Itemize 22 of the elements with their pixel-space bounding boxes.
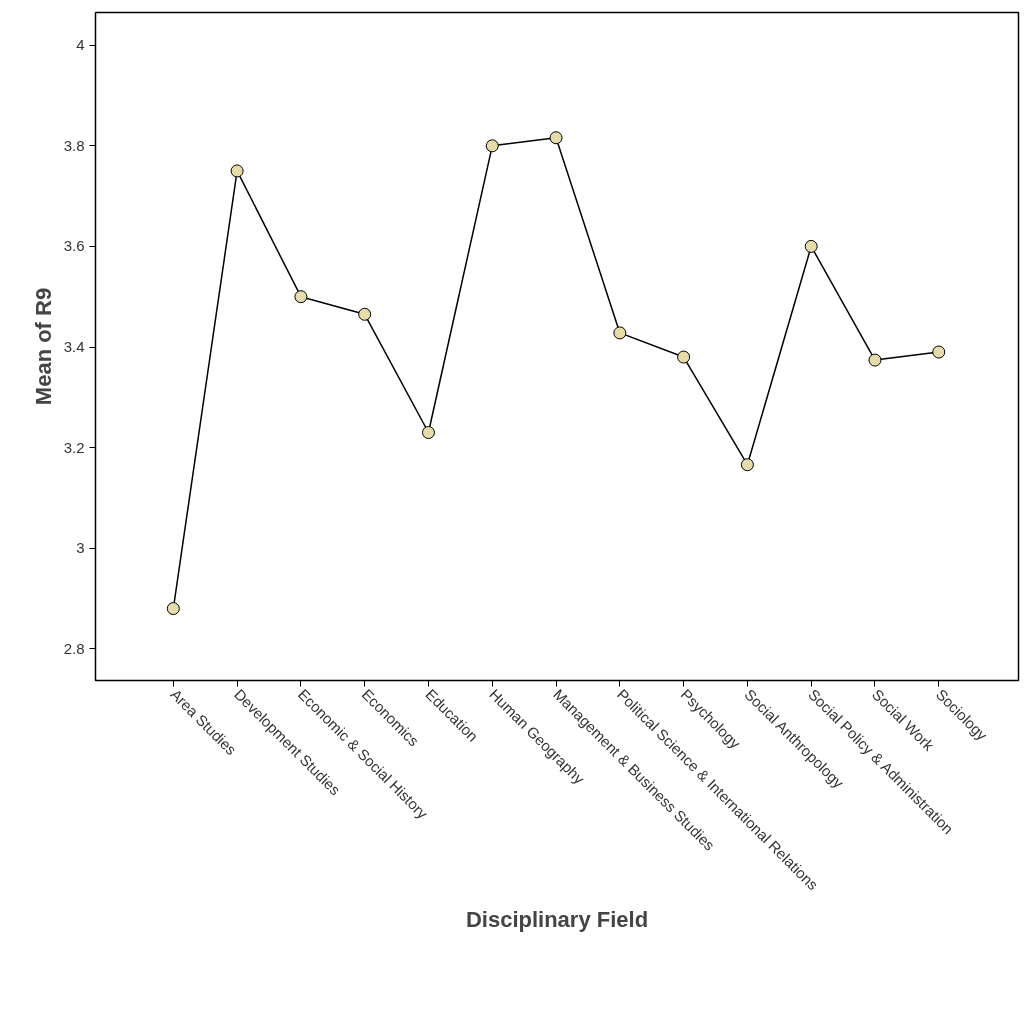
y-tick-label: 3.2 (63, 438, 85, 456)
y-tick-label: 3.4 (63, 338, 85, 355)
point (230, 164, 244, 178)
point (740, 458, 754, 472)
point (868, 353, 882, 367)
point (485, 139, 499, 153)
point (166, 602, 180, 616)
point (294, 290, 308, 304)
y-axis-title: Mean of R9 (30, 287, 56, 406)
point (804, 239, 818, 253)
point (932, 345, 946, 359)
x-axis-title: Disciplinary Field (465, 907, 649, 933)
y-tick-label: 3 (76, 539, 85, 557)
y-tick-label: 3.6 (63, 237, 85, 255)
point (421, 426, 435, 439)
point (358, 307, 372, 321)
point (677, 350, 691, 364)
point (549, 131, 563, 145)
y-tick-label: 4 (76, 36, 85, 54)
point (613, 326, 627, 340)
y-tick-label: 2.8 (63, 639, 85, 657)
y-tick-label: 3.8 (63, 136, 85, 154)
